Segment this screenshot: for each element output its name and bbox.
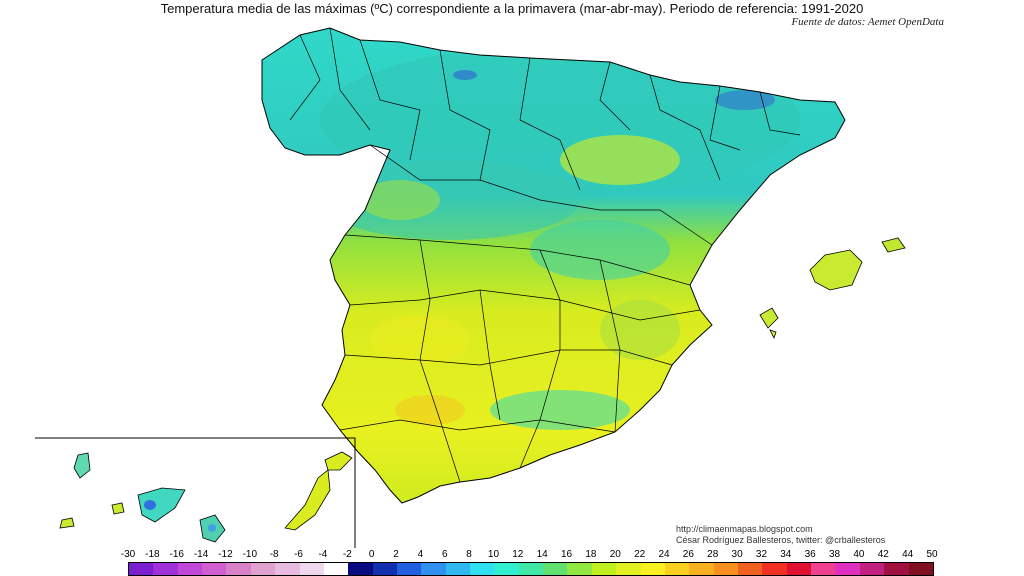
scale-swatch: [470, 563, 495, 575]
scale-tick-label: -6: [294, 549, 303, 560]
balearic-islands: [759, 237, 906, 340]
scale-tick-label: 2: [393, 549, 399, 560]
scale-swatch: [299, 563, 324, 575]
scale-tick-label: -4: [318, 549, 328, 560]
color-scale-labels: -30 -18 -16 -14 -12 -10 -8 -6 -4 -2 0 2 4 6 8 10 12 14 16 1…: [0, 549, 1024, 562]
scale-tick-label: 16: [560, 549, 573, 560]
scale-tick-label: 44: [902, 549, 914, 560]
scale-tick-label: 40: [853, 549, 865, 560]
scale-swatch: [518, 563, 544, 575]
scale-swatch: [396, 563, 422, 575]
scale-swatch: [811, 563, 836, 575]
scale-tick-label: 36: [804, 549, 816, 560]
scale-tick-label: 4: [417, 549, 424, 560]
scale-tick-label: 28: [707, 549, 719, 560]
map-title: Temperatura media de las máximas (ºC) co…: [160, 1, 864, 16]
blog-url: http://climaenmapas.blogspot.com: [676, 524, 813, 534]
el-hierro: [59, 517, 75, 529]
scale-swatch: [445, 563, 471, 575]
canary-islands-inset: [35, 437, 356, 548]
scale-tick-label: 26: [682, 549, 694, 560]
scale-tick-label: 12: [512, 549, 524, 560]
scale-tick-label: 8: [466, 549, 472, 560]
fuerteventura: [284, 469, 331, 531]
scale-tick-label: -14: [193, 549, 209, 560]
temperature-map: [35, 27, 906, 548]
scale-tick-label: 10: [487, 549, 500, 560]
scale-swatch: [737, 563, 763, 575]
scale-swatch: [226, 563, 251, 575]
scale-tick-label: -18: [145, 549, 160, 560]
scale-swatch: [908, 563, 933, 575]
scale-tick-label: 38: [828, 549, 841, 560]
scale-tick-label: -16: [169, 549, 184, 560]
scale-swatch: [129, 563, 154, 575]
scale-swatch: [348, 563, 373, 575]
data-source: Fuente de datos: Aemet OpenData: [791, 16, 944, 28]
scale-tick-label: 32: [755, 549, 768, 560]
scale-swatch: [494, 563, 519, 575]
scale-tick-label: -10: [242, 549, 258, 560]
scale-tick-label: 42: [877, 549, 889, 560]
scale-swatch: [275, 563, 300, 575]
scale-tick-label: 6: [441, 549, 448, 560]
la-gomera: [111, 502, 125, 515]
scale-tick-label: 30: [731, 549, 743, 560]
scale-swatch: [250, 563, 276, 575]
lanzarote: [324, 451, 353, 471]
scale-swatch: [177, 563, 203, 575]
scale-swatch: [689, 563, 714, 575]
scale-swatch: [884, 563, 909, 575]
credits: http://climaenmapas.blogspot.com César R…: [676, 524, 885, 546]
scale-tick-label: 20: [609, 549, 621, 560]
scale-tick-label: 18: [585, 549, 597, 560]
scale-swatch: [786, 563, 812, 575]
scale-tick-label: 24: [658, 549, 670, 560]
scale-tick-label: -12: [218, 549, 233, 560]
scale-tick-label: -30: [120, 549, 136, 560]
la-palma: [73, 452, 91, 479]
scale-tick-label: 50: [926, 549, 938, 560]
scale-tick-label: 14: [536, 549, 548, 560]
tenerife: [137, 487, 186, 523]
scale-swatch: [372, 563, 397, 575]
color-scale-bar: [128, 562, 934, 576]
scale-tick-label: -2: [342, 549, 352, 560]
scale-swatch: [591, 563, 617, 575]
scale-tick-label: 0: [368, 549, 375, 560]
scale-swatch: [543, 563, 568, 575]
scale-tick-label: -8: [269, 549, 279, 560]
scale-swatch: [153, 563, 178, 575]
author-credit: César Rodríguez Ballesteros, twitter: @c…: [676, 535, 886, 545]
scale-swatch: [713, 563, 738, 575]
scale-swatch: [421, 563, 446, 575]
mainland-spain: [261, 27, 846, 504]
scale-swatch: [664, 563, 690, 575]
scale-tick-label: 34: [780, 549, 792, 560]
scale-tick-label: 22: [634, 549, 646, 560]
scale-swatch: [323, 563, 349, 575]
scale-swatch: [835, 563, 860, 575]
scale-swatch: [859, 563, 885, 575]
scale-swatch: [202, 563, 227, 575]
scale-swatch: [616, 563, 641, 575]
scale-swatch: [567, 563, 592, 575]
scale-swatch: [762, 563, 787, 575]
scale-swatch: [640, 563, 665, 575]
